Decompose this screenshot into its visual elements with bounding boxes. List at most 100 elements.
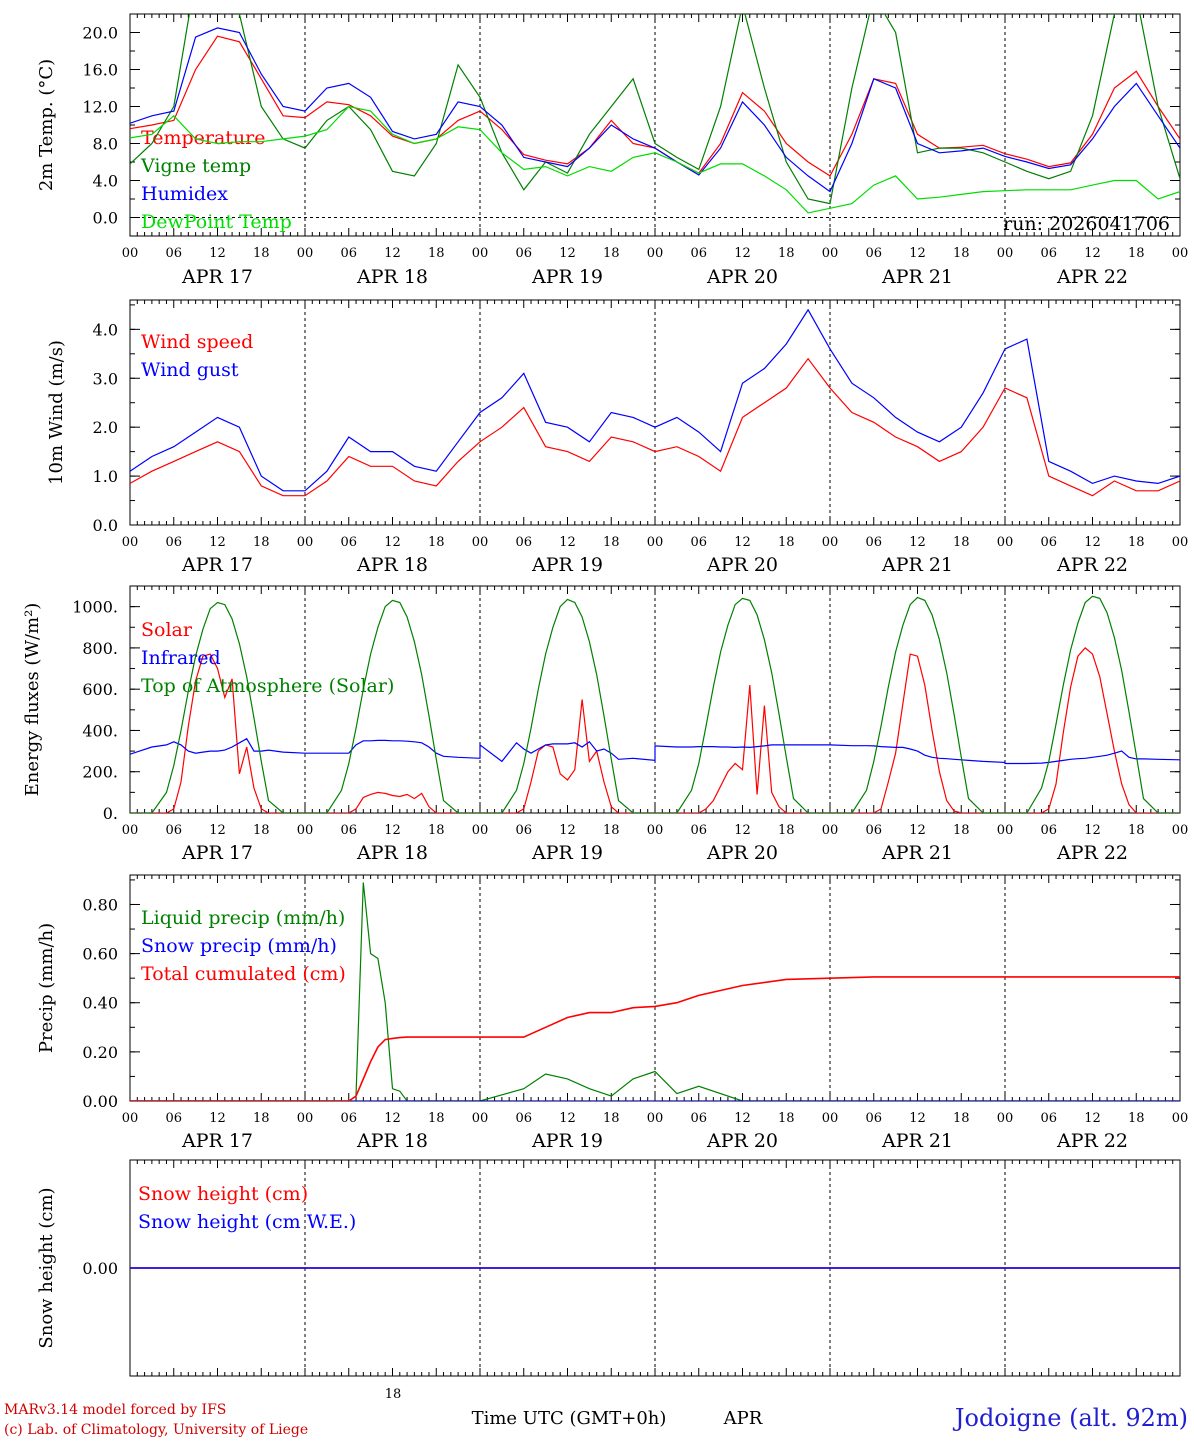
x-tick-label: 06 <box>165 246 182 261</box>
legend-entry-wind-1: Wind gust <box>141 359 239 381</box>
x-tick-label: 06 <box>515 246 532 261</box>
x-tick-label: 18 <box>1128 1111 1145 1126</box>
x-tick-label: 06 <box>865 535 882 550</box>
x-tick-label: 12 <box>1084 246 1101 261</box>
x-tick-label: 00 <box>647 823 664 838</box>
x-tick-label: 00 <box>822 246 839 261</box>
day-label: APR 21 <box>881 266 953 288</box>
x-tick-label: 18 <box>1128 535 1145 550</box>
x-tick-label: 18 <box>603 823 620 838</box>
y-tick-label: 200. <box>82 763 118 782</box>
x-tick-label: 12 <box>559 1111 576 1126</box>
x-tick-label: 06 <box>515 535 532 550</box>
y-axis-label-wind: 10m Wind (m/s) <box>46 340 67 485</box>
day-label: APR 18 <box>356 266 428 288</box>
x-tick-label: 00 <box>297 246 314 261</box>
lab-credit: (c) Lab. of Climatology, University of L… <box>4 1422 308 1438</box>
x-tick-label: 06 <box>1040 823 1057 838</box>
day-label: APR 21 <box>881 554 953 576</box>
x-tick-label: 18 <box>1128 823 1145 838</box>
y-tick-label: 2.0 <box>93 418 118 437</box>
x-tick-label: 12 <box>909 823 926 838</box>
x-tick-label: 00 <box>122 1111 139 1126</box>
x-tick-label: 12 <box>209 1111 226 1126</box>
x-tick-label: 12 <box>559 246 576 261</box>
x-tick-label: 12 <box>209 823 226 838</box>
series-line-precip-0 <box>130 882 1180 1101</box>
y-axis-label-temp: 2m Temp. (°C) <box>36 59 57 191</box>
x-tick-label: 18 <box>1128 246 1145 261</box>
x-tick-label: 12 <box>909 535 926 550</box>
y-tick-label: 0.0 <box>93 209 118 228</box>
day-label: APR 17 <box>181 554 253 576</box>
run-annotation: run: 2026041706 <box>1003 213 1170 235</box>
x-tick-label: 00 <box>1172 1111 1189 1126</box>
day-label: APR 18 <box>356 554 428 576</box>
x-tick-label: 18 <box>953 823 970 838</box>
legend-entry-temp-2: Humidex <box>141 183 228 205</box>
day-label: APR 18 <box>356 1130 428 1152</box>
day-label: APR 21 <box>881 1130 953 1152</box>
x-tick-label: 00 <box>297 535 314 550</box>
y-axis-label-snow: Snow height (cm) <box>36 1187 57 1348</box>
y-tick-label: 0.40 <box>82 994 118 1013</box>
x-tick-label: 00 <box>472 823 489 838</box>
series-line-precip-2 <box>130 976 1180 1101</box>
legend-entry-temp-3: DewPoint Temp <box>141 211 292 233</box>
x-tick-label: 06 <box>690 823 707 838</box>
x-tick-label: 18 <box>428 1111 445 1126</box>
x-tick-label: 12 <box>209 535 226 550</box>
y-tick-label: 1000. <box>72 598 118 617</box>
x-tick-label: 12 <box>909 1111 926 1126</box>
legend-entry-energy-1: Infrared <box>141 647 221 669</box>
x-tick-label: 18 <box>603 535 620 550</box>
x-tick-label: 00 <box>647 246 664 261</box>
day-label: APR 20 <box>706 842 778 864</box>
legend-entry-energy-0: Solar <box>141 619 193 641</box>
x-tick-label: 06 <box>1040 246 1057 261</box>
x-tick-label: 18 <box>428 823 445 838</box>
day-label: APR 22 <box>1056 1130 1128 1152</box>
month-label: APR <box>723 1408 763 1429</box>
legend-entry-precip-0: Liquid precip (mm/h) <box>141 907 345 929</box>
x-tick-label: 06 <box>515 823 532 838</box>
x-tick-label: 00 <box>647 535 664 550</box>
legend-entry-wind-0: Wind speed <box>141 331 253 353</box>
x-tick-label: 18 <box>603 246 620 261</box>
x-tick-label: 06 <box>165 1111 182 1126</box>
x-tick-label: 00 <box>122 246 139 261</box>
x-tick-label: 06 <box>340 535 357 550</box>
y-tick-label: 600. <box>82 680 118 699</box>
x-tick-label: 12 <box>1084 535 1101 550</box>
day-label: APR 20 <box>706 1130 778 1152</box>
x-tick-label: 00 <box>647 1111 664 1126</box>
x-tick-label: 00 <box>122 823 139 838</box>
y-axis-label-energy: Energy fluxes (W/m²) <box>22 603 43 797</box>
y-tick-label: 20.0 <box>82 24 118 43</box>
day-label: APR 19 <box>531 1130 603 1152</box>
series-line-temp-1 <box>130 14 1180 205</box>
y-axis-label-precip: Precip (mm/h) <box>36 923 57 1053</box>
site-label: Jodoigne (alt. 92m) <box>952 1404 1188 1432</box>
x-tick-label: 12 <box>734 823 751 838</box>
x-tick-label: 18 <box>253 823 270 838</box>
x-tick-label: 00 <box>472 535 489 550</box>
legend-entry-snow-1: Snow height (cm W.E.) <box>138 1211 356 1233</box>
x-tick-label: 00 <box>822 535 839 550</box>
x-tick-label: 00 <box>1172 535 1189 550</box>
x-tick-label: 18 <box>778 246 795 261</box>
x-tick-label: 18 <box>428 246 445 261</box>
legend-entry-snow-0: Snow height (cm) <box>138 1183 308 1205</box>
series-line-temp-2 <box>130 27 1180 193</box>
x-tick-label: 06 <box>165 535 182 550</box>
series-line-energy-1 <box>130 737 1180 765</box>
x-tick-label: 00 <box>1172 246 1189 261</box>
x-tick-label: 06 <box>1040 535 1057 550</box>
y-tick-label: 16.0 <box>82 61 118 80</box>
day-label: APR 17 <box>181 842 253 864</box>
x-tick-label: 06 <box>340 1111 357 1126</box>
y-tick-label: 0. <box>103 804 118 823</box>
x-tick-label: 12 <box>209 246 226 261</box>
x-tick-label: 00 <box>122 535 139 550</box>
